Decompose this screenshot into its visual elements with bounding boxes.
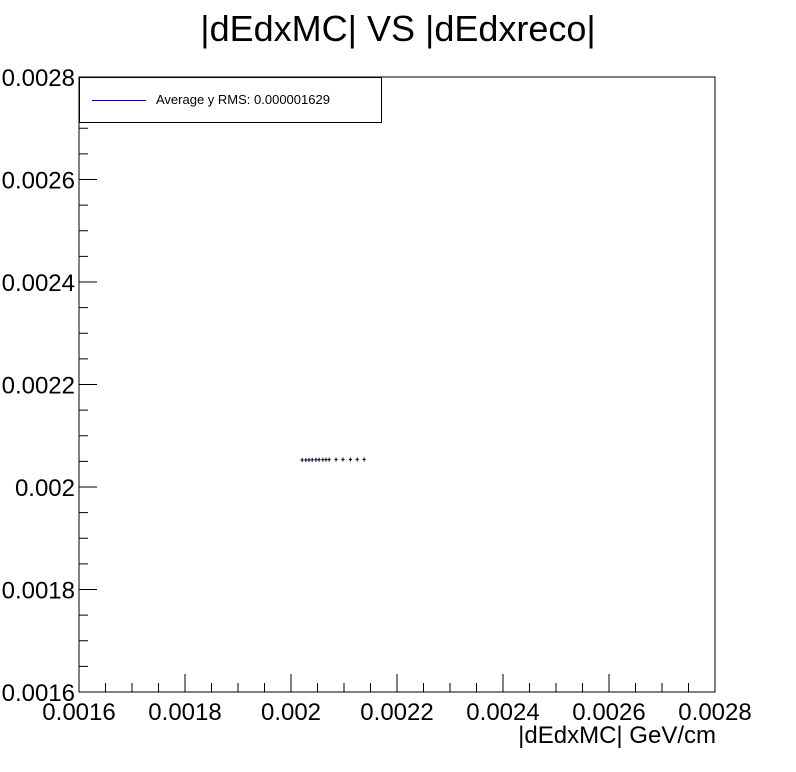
y-tick-label: 0.0022 bbox=[2, 373, 75, 400]
x-tick-label: 0.0016 bbox=[42, 699, 115, 726]
x-tick-label: 0.0018 bbox=[148, 699, 221, 726]
y-tick-label: 0.0024 bbox=[2, 270, 75, 297]
y-tick-label: 0.0028 bbox=[2, 65, 75, 92]
plot-frame bbox=[78, 76, 716, 693]
x-tick-label: 0.002 bbox=[261, 699, 321, 726]
y-tick-label: 0.0016 bbox=[2, 680, 75, 707]
x-tick-label: 0.0024 bbox=[466, 699, 539, 726]
legend-label: Average y RMS: 0.000001629 bbox=[156, 92, 330, 107]
x-tick-label: 0.0028 bbox=[678, 699, 751, 726]
x-axis: 0.0016 0.0018 0.002 0.0022 0.0024 0.0026 0.002… bbox=[42, 674, 752, 726]
legend-line-sample bbox=[92, 100, 146, 101]
y-tick-label: 0.002 bbox=[15, 475, 75, 502]
chart-title: |dEdxMC| VS |dEdxreco| bbox=[200, 8, 596, 49]
y-axis: 0.0016 0.0018 0.002 0.0022 0.0024 0.0026 0.002… bbox=[2, 65, 97, 707]
y-tick-label: 0.0018 bbox=[2, 578, 75, 605]
x-tick-label: 0.0022 bbox=[360, 699, 433, 726]
x-tick-label: 0.0026 bbox=[572, 699, 645, 726]
x-axis-label: |dEdxMC| GeV/cm bbox=[518, 722, 716, 749]
legend: Average y RMS: 0.000001629 bbox=[79, 77, 382, 123]
y-tick-label: 0.0026 bbox=[2, 168, 75, 195]
data-series bbox=[300, 457, 366, 463]
